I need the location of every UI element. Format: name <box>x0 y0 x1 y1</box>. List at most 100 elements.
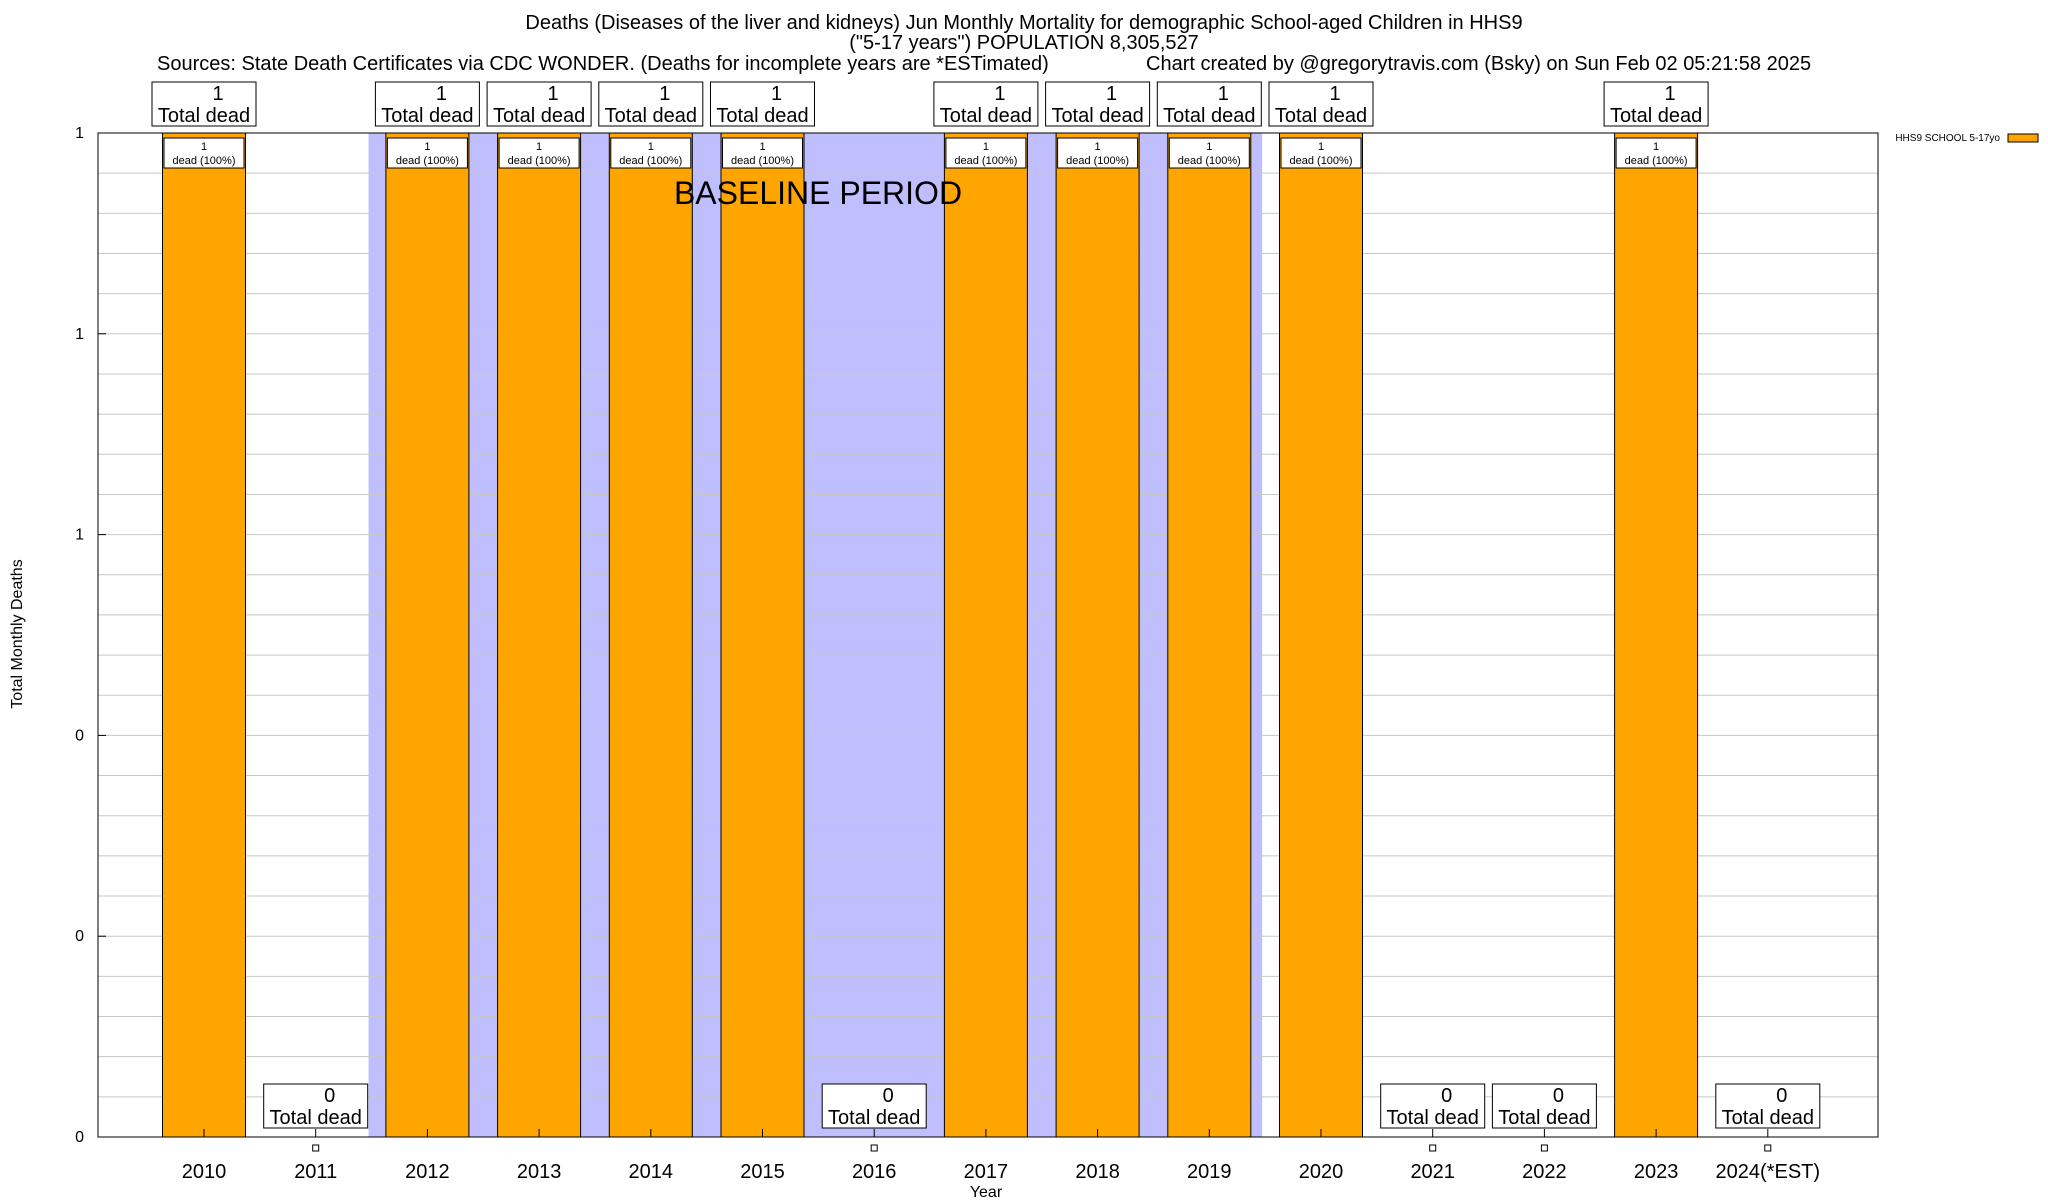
svg-text:Total dead: Total dead <box>158 105 250 127</box>
x-tick-label: 2012 <box>405 1161 450 1183</box>
svg-text:1: 1 <box>548 83 559 105</box>
bar <box>1167 132 1252 1138</box>
bar <box>1614 132 1699 1138</box>
y-tick-label: 1 <box>75 125 84 142</box>
svg-text:0: 0 <box>883 1085 894 1107</box>
chart-subtitle: ("5-17 years") POPULATION 8,305,527 <box>849 32 1199 54</box>
svg-text:Total dead: Total dead <box>493 105 585 127</box>
svg-text:dead (100%): dead (100%) <box>1178 155 1241 167</box>
zero-marker <box>1540 1144 1548 1152</box>
y-tick-label: 0 <box>75 727 84 744</box>
x-tick-label: 2024(*EST) <box>1716 1161 1821 1183</box>
bar <box>720 132 805 1138</box>
svg-text:dead (100%): dead (100%) <box>954 155 1017 167</box>
svg-text:1: 1 <box>648 141 654 153</box>
bar-inner-label: 1 dead (100%) <box>1168 137 1250 169</box>
svg-text:dead (100%): dead (100%) <box>173 155 236 167</box>
svg-text:Total dead: Total dead <box>1387 1107 1479 1129</box>
zero-marker <box>1764 1144 1772 1152</box>
svg-text:Total dead: Total dead <box>940 105 1032 127</box>
svg-text:dead (100%): dead (100%) <box>508 155 571 167</box>
svg-text:1: 1 <box>1653 141 1659 153</box>
x-tick-label: 2021 <box>1410 1161 1455 1183</box>
y-axis-label: Total Monthly Deaths <box>9 559 26 708</box>
svg-text:1: 1 <box>771 83 782 105</box>
svg-text:1: 1 <box>436 83 447 105</box>
bar-inner-label: 1 dead (100%) <box>498 137 580 169</box>
x-tick-label: 2011 <box>294 1161 337 1183</box>
bar-inner-label: 1 dead (100%) <box>945 137 1027 169</box>
y-tick-label: 1 <box>75 326 84 343</box>
svg-text:Total dead: Total dead <box>828 1107 920 1129</box>
svg-text:0: 0 <box>1441 1085 1452 1107</box>
bar-layer <box>162 132 1772 1152</box>
bar-inner-label: 1 dead (100%) <box>163 137 245 169</box>
svg-text:1: 1 <box>201 141 207 153</box>
svg-text:dead (100%): dead (100%) <box>396 155 459 167</box>
legend: HHS9 SCHOOL 5-17yo <box>1895 133 2039 144</box>
svg-text:1: 1 <box>1329 83 1340 105</box>
axis-layer: 0 0 0 1 1 1 2010 2011 2012 2013 2014 2015 2016 2017 20… <box>75 125 1820 1183</box>
svg-text:0: 0 <box>324 1085 335 1107</box>
svg-text:Total dead: Total dead <box>1610 105 1702 127</box>
x-tick-label: 2014 <box>629 1161 674 1183</box>
svg-text:1: 1 <box>1318 141 1324 153</box>
bar-inner-label: 1 dead (100%) <box>610 137 692 169</box>
svg-text:Total dead: Total dead <box>1722 1107 1814 1129</box>
x-tick-label: 2020 <box>1299 1161 1344 1183</box>
bar <box>162 132 246 1138</box>
x-tick-label: 2019 <box>1187 1161 1232 1183</box>
svg-text:1: 1 <box>1095 141 1101 153</box>
bar-inner-label: 1 dead (100%) <box>722 137 803 169</box>
legend-label: HHS9 SCHOOL 5-17yo <box>1895 133 2000 144</box>
svg-text:1: 1 <box>1218 83 1229 105</box>
x-tick-label: 2017 <box>964 1161 1009 1183</box>
bar <box>1055 132 1140 1138</box>
svg-text:0: 0 <box>1776 1085 1787 1107</box>
svg-text:Total dead: Total dead <box>270 1107 362 1129</box>
x-axis-label: Year <box>970 1184 1003 1200</box>
bar <box>1279 132 1363 1138</box>
y-tick-label: 1 <box>75 527 84 544</box>
x-tick-label: 2013 <box>517 1161 562 1183</box>
svg-text:1: 1 <box>1106 83 1117 105</box>
svg-text:Total dead: Total dead <box>1051 105 1143 127</box>
chart-title: Deaths (Diseases of the liver and kidney… <box>525 12 1523 34</box>
svg-text:Total dead: Total dead <box>1498 1107 1590 1129</box>
svg-text:Total dead: Total dead <box>1275 105 1367 127</box>
svg-text:dead (100%): dead (100%) <box>619 155 682 167</box>
svg-text:1: 1 <box>1665 83 1676 105</box>
svg-text:1: 1 <box>659 83 670 105</box>
bar <box>497 132 582 1138</box>
y-tick-label: 0 <box>75 928 84 945</box>
svg-text:Total dead: Total dead <box>381 105 473 127</box>
svg-text:dead (100%): dead (100%) <box>1625 155 1688 167</box>
svg-text:Total dead: Total dead <box>605 105 697 127</box>
bar <box>943 132 1028 1138</box>
svg-text:0: 0 <box>1553 1085 1564 1107</box>
svg-text:1: 1 <box>536 141 542 153</box>
x-tick-label: 2023 <box>1634 1161 1679 1183</box>
x-tick-label: 2022 <box>1522 1161 1567 1183</box>
bar <box>385 132 470 1138</box>
x-tick-label: 2010 <box>182 1161 227 1183</box>
x-tick-label: 2016 <box>852 1161 897 1183</box>
svg-text:1: 1 <box>1206 141 1212 153</box>
credit-text: Chart created by @gregorytravis.com (Bsk… <box>1146 53 1812 75</box>
zero-marker <box>870 1144 878 1152</box>
bar-inner-label: 1 dead (100%) <box>386 137 468 169</box>
